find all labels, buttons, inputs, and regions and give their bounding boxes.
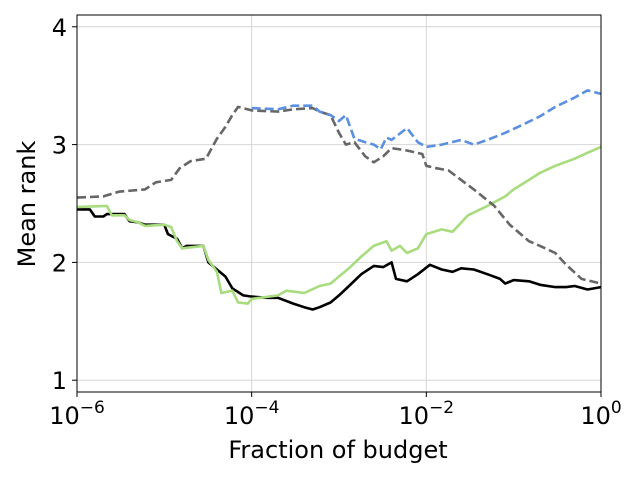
series-lines (76, 89, 602, 311)
y-tick-label: 1 (52, 367, 67, 395)
x-axis-label: Fraction of budget (228, 436, 447, 464)
series-line-4 (251, 89, 602, 151)
grid (76, 15, 602, 392)
y-axis-label: Mean rank (13, 141, 41, 268)
x-tick-label: 10−2 (399, 398, 455, 430)
x-tick-label: 100 (580, 398, 621, 430)
y-tick-label: 3 (52, 132, 67, 160)
x-tick-label: 10−6 (49, 398, 105, 430)
series-line-2 (76, 145, 602, 305)
plot-frame (76, 14, 602, 393)
y-tick-label: 2 (52, 249, 67, 277)
x-tick-label: 10−4 (224, 398, 280, 430)
ticks: 10−6 10−4 10−2 100 1 2 3 4 (49, 14, 621, 430)
series-line-3 (76, 105, 602, 285)
y-tick-label: 4 (52, 14, 67, 42)
